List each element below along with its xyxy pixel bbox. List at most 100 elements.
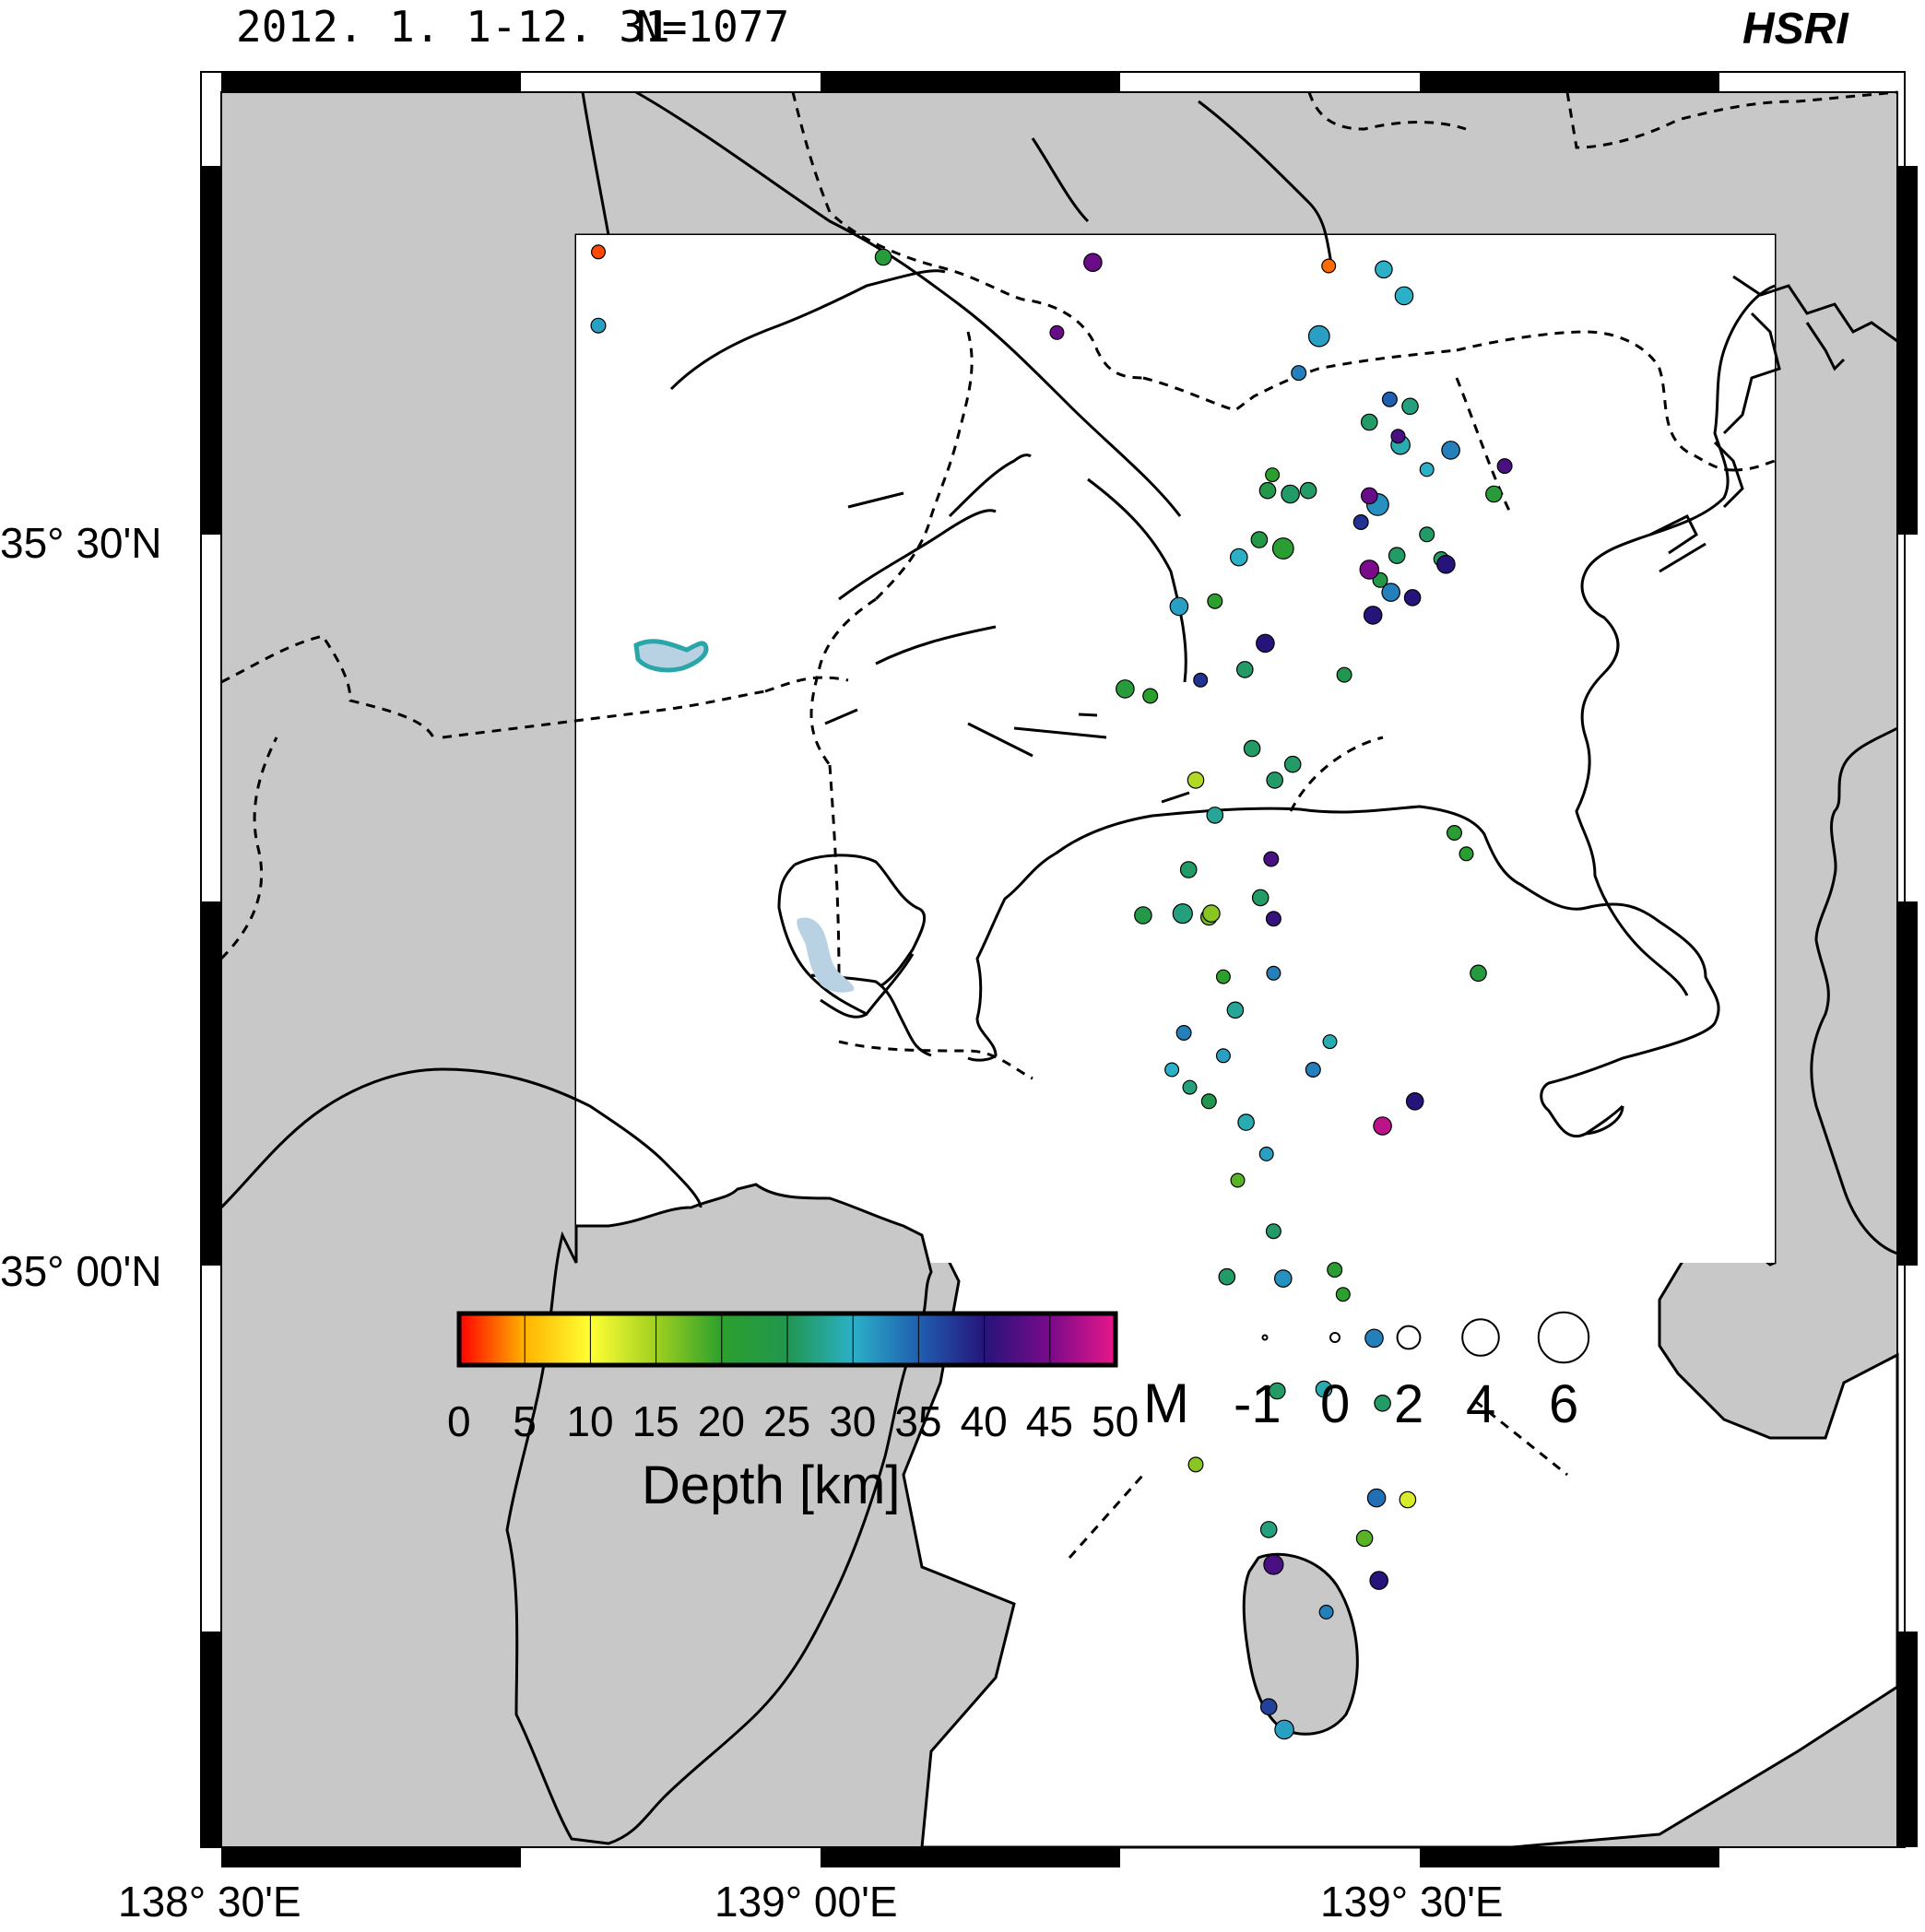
hypocenter-14 bbox=[1299, 481, 1317, 500]
hypocenter-6 bbox=[1307, 324, 1330, 348]
hypocenter-58 bbox=[1374, 1395, 1391, 1412]
hypocenter-91 bbox=[1335, 1287, 1351, 1302]
coastline-hakone bbox=[777, 854, 927, 1019]
hypocenter-95 bbox=[1318, 1604, 1334, 1620]
colorbar-label-10: 10 bbox=[566, 1397, 614, 1445]
hypocenter-71 bbox=[1215, 969, 1231, 984]
hypocenter-72 bbox=[1305, 1061, 1321, 1078]
hypocenter-42 bbox=[1243, 739, 1261, 758]
hypocenter-65 bbox=[1230, 548, 1248, 567]
lake-yamanaka bbox=[633, 639, 709, 673]
hypocenter-78 bbox=[1263, 1554, 1284, 1575]
magnitude-legend bbox=[1261, 1311, 1590, 1364]
depth-title: Depth [km] bbox=[642, 1455, 901, 1515]
hypocenter-32 bbox=[1361, 487, 1378, 505]
hypocenter-37 bbox=[1256, 633, 1275, 654]
hypocenter-49 bbox=[1265, 911, 1281, 927]
hypocenter-9 bbox=[1291, 365, 1307, 382]
hypocenter-13 bbox=[1281, 484, 1300, 504]
colorbar-label-45: 45 bbox=[1025, 1397, 1073, 1445]
hypocenter-51 bbox=[1226, 1001, 1245, 1019]
lake-ashi bbox=[797, 917, 855, 993]
hypocenter-23 bbox=[1496, 458, 1513, 475]
hypocenter-75 bbox=[1364, 1328, 1384, 1349]
magnitude-label-3: 4 bbox=[1466, 1374, 1496, 1434]
magnitude-circle-4 bbox=[1537, 1311, 1590, 1364]
hypocenter-70 bbox=[1202, 904, 1221, 923]
hypocenter-21 bbox=[1485, 485, 1503, 503]
hypocenter-36 bbox=[1403, 589, 1422, 607]
hypocenter-22 bbox=[1419, 462, 1435, 477]
colorbar-label-5: 5 bbox=[513, 1397, 537, 1445]
hypocenter-87 bbox=[1182, 1079, 1198, 1095]
hypocenter-35 bbox=[1271, 537, 1294, 560]
hypocenter-61 bbox=[1446, 824, 1462, 841]
lat-label-35-00: 35° 00'N bbox=[0, 1247, 162, 1295]
lon-label-138-30: 138° 30'E bbox=[118, 1878, 301, 1926]
lat-label-35-30: 35° 30'N bbox=[0, 519, 162, 567]
magnitude-label-1: 0 bbox=[1320, 1374, 1351, 1434]
hypocenter-16 bbox=[1250, 531, 1269, 548]
colorbar-label-40: 40 bbox=[960, 1397, 1008, 1445]
hypocenter-7 bbox=[1375, 260, 1393, 279]
hypocenter-40 bbox=[1169, 596, 1189, 617]
suruga-coast bbox=[219, 1067, 703, 1209]
hypocenter-34 bbox=[1419, 526, 1435, 543]
oshima-island bbox=[1242, 1552, 1359, 1736]
hypocenter-5 bbox=[1321, 258, 1337, 274]
hypocenter-0 bbox=[590, 317, 607, 334]
hypocenter-53 bbox=[1237, 1113, 1255, 1131]
hypocenter-55 bbox=[1230, 1172, 1246, 1188]
tokyo-waterfront bbox=[1649, 275, 1898, 573]
boso-coast bbox=[1810, 726, 1898, 1255]
hypocenter-88 bbox=[1274, 1269, 1293, 1288]
hypocenter-63 bbox=[1266, 772, 1283, 789]
colorbar-label-20: 20 bbox=[697, 1397, 745, 1445]
hypocenter-94 bbox=[1355, 1529, 1374, 1548]
hypocenter-19 bbox=[1388, 547, 1406, 564]
hypocenter-17 bbox=[1265, 467, 1281, 483]
hypocenter-47 bbox=[1263, 851, 1280, 867]
hypocenter-3 bbox=[1049, 324, 1065, 340]
hypocenter-85 bbox=[1164, 1062, 1180, 1078]
hypocenter-81 bbox=[1187, 1456, 1204, 1473]
hypocenter-73 bbox=[1322, 1034, 1338, 1050]
magnitude-circle-2 bbox=[1396, 1325, 1422, 1350]
hypocenter-26 bbox=[1363, 606, 1383, 625]
hypocenter-67 bbox=[1142, 688, 1159, 704]
hypocenter-50 bbox=[1266, 965, 1281, 981]
hypocenter-76 bbox=[1269, 1382, 1286, 1400]
hypocenter-80 bbox=[1259, 1698, 1278, 1715]
lon-label-139-30: 139° 30'E bbox=[1320, 1878, 1504, 1926]
hypocenter-90 bbox=[1315, 1380, 1333, 1398]
active-faults bbox=[581, 90, 1334, 804]
magnitude-circle-1 bbox=[1329, 1332, 1340, 1343]
tokyo-bay-coast bbox=[1575, 284, 1776, 996]
hypocenter-66 bbox=[1116, 679, 1135, 699]
hypocenter-82 bbox=[1259, 1521, 1278, 1538]
colorbar-ticks bbox=[458, 1314, 1116, 1365]
hypocenter-30 bbox=[1381, 391, 1398, 407]
hypocenter-77 bbox=[1366, 1488, 1387, 1508]
hypocenter-1 bbox=[874, 248, 892, 266]
hypocenter-2 bbox=[1083, 253, 1103, 272]
event-count-label: N=1077 bbox=[636, 2, 790, 52]
hypocenter-86 bbox=[1175, 1024, 1192, 1041]
magnitude-title: M bbox=[1143, 1372, 1189, 1434]
colorbar-label-15: 15 bbox=[632, 1397, 679, 1445]
hypocenter-74 bbox=[1405, 1092, 1424, 1111]
hypocenter-31 bbox=[1390, 429, 1406, 444]
lon-label-139-00: 139° 00'E bbox=[714, 1878, 898, 1926]
hypocenter-84 bbox=[1200, 1093, 1217, 1110]
map-frame bbox=[200, 71, 1918, 1867]
magnitude-circle-0 bbox=[1261, 1334, 1269, 1341]
hypocenter-39 bbox=[1236, 661, 1254, 678]
hypocenter-38 bbox=[1336, 666, 1352, 683]
hypocenter-44 bbox=[1179, 861, 1198, 878]
hypocenter-43 bbox=[1206, 807, 1224, 824]
magnitude-circle-3 bbox=[1461, 1318, 1500, 1357]
hypocenter-29 bbox=[1441, 441, 1460, 460]
colorbar-label-35: 35 bbox=[894, 1397, 942, 1445]
hypocenter-57 bbox=[1218, 1267, 1236, 1286]
hypocenter-83 bbox=[1265, 1223, 1281, 1240]
